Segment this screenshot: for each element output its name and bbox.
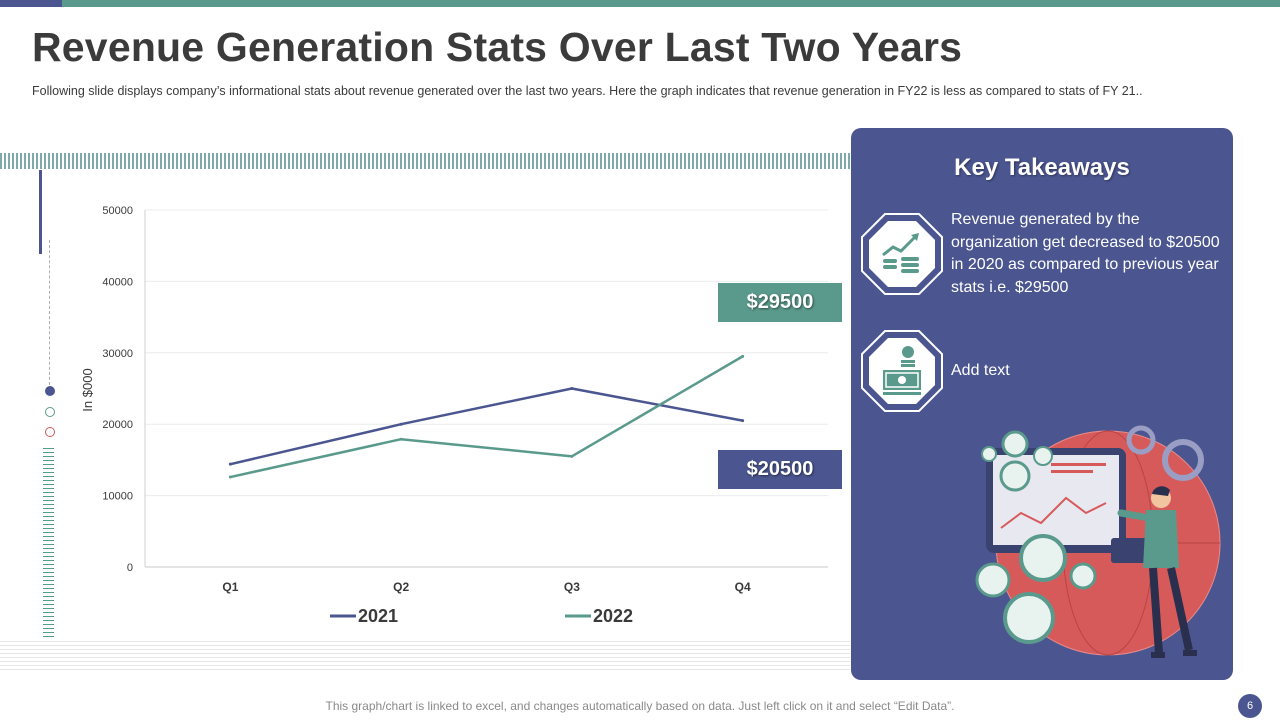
data-point-2021[interactable] [228, 462, 232, 466]
key-takeaways-panel: Key Takeaways Revenue generated by the o… [851, 128, 1233, 680]
x-category-label: Q1 [222, 580, 238, 594]
takeaway-text-2: Add text [951, 362, 1010, 379]
chart-series [228, 354, 745, 479]
decorative-stripe-horizontal [0, 153, 872, 169]
money-growth-icon [861, 213, 943, 295]
series-line-2021[interactable] [230, 387, 743, 466]
series-line-2022[interactable] [230, 355, 744, 479]
y-axis-title: In $000 [80, 368, 95, 411]
chart-gridlines [144, 209, 828, 568]
top-accent-bar-left [0, 0, 62, 7]
slide-title: Revenue Generation Stats Over Last Two Y… [32, 24, 963, 70]
decorative-dot-blue [45, 386, 55, 396]
x-axis-category-labels: Q1 Q2 Q3 Q4 [222, 580, 751, 594]
data-point-2022[interactable] [228, 475, 232, 479]
legend-label-2022: 2022 [593, 606, 633, 626]
x-category-label: Q4 [735, 580, 751, 594]
data-point-2022[interactable] [570, 454, 574, 458]
y-tick-label: 40000 [102, 276, 133, 288]
top-accent-bar [0, 0, 1280, 7]
decorative-stripe-vertical [43, 448, 54, 638]
revenue-line-chart[interactable]: 0 10000 20000 30000 40000 50000 Q1 Q2 Q3 Q4 In $… [70, 195, 845, 640]
y-tick-label: 10000 [102, 491, 133, 503]
y-tick-label: 20000 [102, 419, 133, 431]
takeaway-text-1: Revenue generated by the organization ge… [951, 211, 1220, 296]
x-category-label: Q3 [564, 580, 580, 594]
callout-low-value: $20500 [718, 450, 842, 489]
y-tick-label: 30000 [102, 348, 133, 360]
cash-icon [861, 330, 943, 412]
y-tick-label: 0 [127, 562, 133, 574]
data-point-2021[interactable] [570, 387, 574, 390]
y-tick-label: 50000 [102, 205, 133, 217]
data-point-2021[interactable] [741, 419, 745, 423]
footer-note: This graph/chart is linked to excel, and… [325, 699, 955, 713]
legend-label-2021: 2021 [358, 606, 398, 626]
data-point-2021[interactable] [399, 422, 403, 426]
decorative-stripe-bottom [0, 641, 850, 671]
x-category-label: Q2 [393, 580, 409, 594]
finance-illustration [975, 425, 1221, 658]
slide-subtitle: Following slide displays company’s infor… [32, 84, 1143, 98]
callout-high-value: $29500 [718, 283, 842, 322]
decorative-dot-red [45, 427, 55, 437]
chart-legend: 2021 2022 [330, 606, 633, 626]
page-number-badge: 6 [1238, 694, 1262, 718]
data-point-2022[interactable] [399, 437, 403, 441]
data-point-2022[interactable] [741, 354, 745, 358]
panel-title: Key Takeaways [954, 154, 1130, 181]
decorative-dot-green [45, 407, 55, 417]
y-axis-tick-labels: 0 10000 20000 30000 40000 50000 [102, 205, 133, 574]
decorative-dashed-line [49, 240, 50, 385]
decorative-vertical-line [39, 170, 42, 254]
